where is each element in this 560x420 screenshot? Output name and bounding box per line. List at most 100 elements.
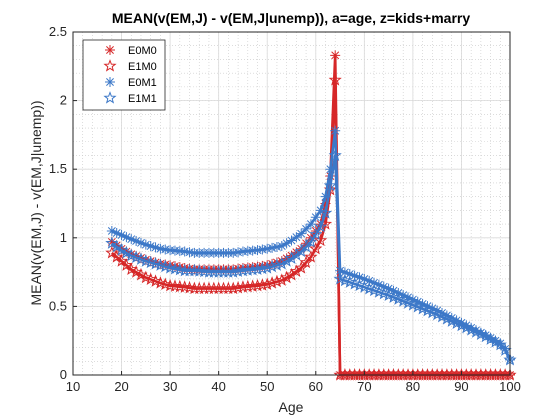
data-point-asterisk — [150, 242, 161, 253]
data-point-star — [134, 267, 148, 281]
data-point-asterisk — [106, 236, 117, 247]
data-point-asterisk — [471, 325, 482, 336]
data-point-star — [498, 343, 512, 356]
data-point-star — [294, 261, 308, 274]
data-point-asterisk — [330, 50, 341, 61]
data-point-asterisk — [145, 256, 156, 267]
data-point-star — [289, 248, 303, 261]
data-point-star — [309, 227, 323, 240]
data-point-star — [114, 243, 129, 256]
data-point-asterisk — [106, 225, 117, 236]
legend-item: E0M1 — [105, 77, 157, 89]
data-point-asterisk — [233, 247, 244, 258]
data-point-star — [284, 267, 299, 281]
data-point-asterisk — [456, 317, 467, 328]
legend-item: E0M0 — [105, 45, 157, 57]
data-point-asterisk — [373, 279, 384, 290]
x-tick-label: 90 — [454, 379, 468, 394]
data-point-asterisk — [126, 234, 137, 245]
data-point-asterisk — [257, 244, 268, 255]
data-point-asterisk — [296, 228, 307, 239]
data-point-star — [246, 279, 260, 292]
legend-label: E0M0 — [128, 45, 157, 57]
data-point-asterisk — [252, 245, 263, 256]
legend-label: E1M0 — [128, 61, 157, 73]
y-tick-label: 2.5 — [49, 24, 67, 39]
data-point-asterisk — [150, 257, 161, 268]
data-point-asterisk — [296, 243, 307, 254]
data-point-star — [323, 178, 337, 192]
data-point-asterisk — [330, 125, 341, 136]
legend-item: E1M1 — [103, 91, 157, 105]
data-point-asterisk — [354, 272, 365, 283]
data-point-asterisk — [160, 259, 171, 270]
data-point-star — [479, 329, 493, 343]
data-point-asterisk — [145, 241, 156, 252]
y-tick-label: 0 — [60, 367, 67, 382]
data-point-star — [304, 250, 318, 263]
data-point-asterisk — [305, 219, 316, 230]
data-point-asterisk — [325, 164, 336, 175]
data-point-star — [289, 264, 303, 278]
data-point-asterisk — [155, 258, 166, 269]
data-point-asterisk — [184, 247, 195, 258]
data-point-asterisk — [121, 232, 132, 243]
data-point-star — [124, 262, 138, 275]
legend-marker-star — [103, 91, 117, 104]
x-tick-label: 20 — [114, 379, 128, 394]
data-point-star — [231, 280, 245, 294]
y-tick-label: 1.5 — [49, 161, 67, 176]
data-point-star — [236, 280, 250, 293]
data-point-star — [275, 273, 289, 286]
data-point-star — [280, 254, 294, 267]
data-point-star — [328, 148, 342, 162]
data-point-asterisk — [310, 225, 321, 236]
data-point-asterisk — [281, 253, 292, 264]
x-tick-label: 50 — [260, 379, 274, 394]
x-tick-label: 30 — [163, 379, 177, 394]
data-point-star — [328, 73, 342, 86]
data-point-star — [493, 337, 507, 351]
data-point-star — [260, 277, 274, 291]
data-point-asterisk — [291, 232, 302, 243]
data-point-asterisk — [359, 273, 370, 284]
legend-label: E0M1 — [128, 77, 157, 89]
data-point-star — [250, 262, 265, 275]
data-point-star — [284, 251, 299, 264]
data-point-star — [503, 368, 517, 381]
data-point-asterisk — [140, 239, 151, 250]
data-point-star — [265, 259, 279, 273]
data-point-asterisk — [461, 320, 472, 331]
chart-title: MEAN(v(EM,J) - v(EM,J|unemp)), a=age, z=… — [112, 10, 471, 26]
data-point-asterisk — [179, 246, 190, 257]
data-point-asterisk — [369, 277, 380, 288]
data-point-star — [314, 219, 328, 233]
data-point-asterisk — [291, 247, 302, 258]
data-point-asterisk — [262, 243, 273, 254]
data-point-star — [250, 278, 265, 292]
data-point-asterisk — [281, 238, 292, 249]
y-tick-label: 0.5 — [49, 298, 67, 313]
legend: E0M0 E1M0 E0M1 E1M1 — [82, 39, 166, 111]
x-tick-label: 40 — [211, 379, 225, 394]
data-point-star — [241, 263, 255, 276]
data-point-star — [246, 262, 260, 276]
y-tick-label: 1 — [60, 230, 67, 245]
data-point-star — [275, 256, 289, 270]
data-point-asterisk — [339, 267, 350, 278]
data-point-asterisk — [276, 256, 287, 267]
data-point-asterisk — [271, 241, 282, 252]
data-point-star — [270, 274, 284, 288]
y-axis-label: MEAN(v(EM,J) - v(EM,J|unemp)) — [28, 100, 44, 305]
data-point-asterisk — [301, 238, 312, 249]
data-point-asterisk — [466, 322, 477, 333]
data-point-star — [260, 261, 274, 274]
data-point-asterisk — [111, 227, 122, 238]
data-point-star — [488, 335, 503, 348]
data-point-star — [309, 241, 323, 255]
data-point-asterisk — [276, 241, 287, 252]
data-point-star — [129, 265, 143, 278]
legend-marker-asterisk — [105, 77, 115, 87]
data-point-star — [483, 332, 498, 345]
